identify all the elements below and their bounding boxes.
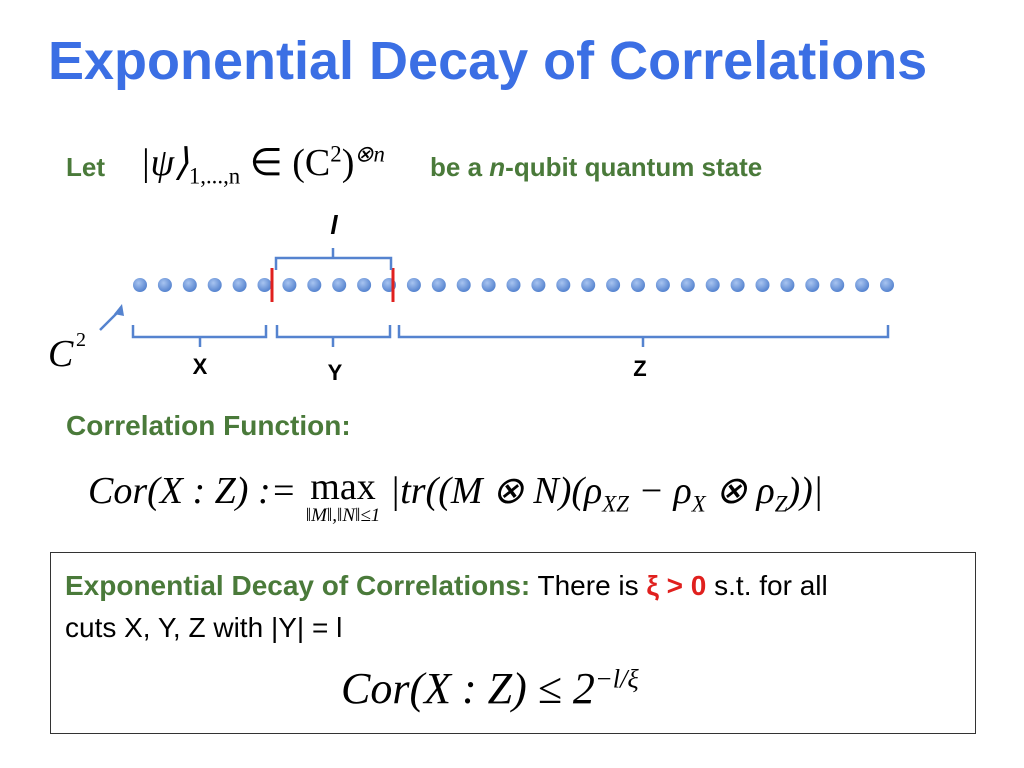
heading: Exponential Decay of Correlations: <box>65 570 531 601</box>
ket-sub: 1,...,n <box>188 163 241 189</box>
body: ⊗ ρ <box>705 470 775 512</box>
qubit <box>133 278 147 292</box>
body: ))| <box>787 470 824 512</box>
qubit <box>581 278 596 292</box>
formula: Cor(X : Z) ≤ 2 <box>341 664 595 713</box>
n: n <box>489 152 506 182</box>
y-label: Y <box>328 360 343 385</box>
qubit <box>232 278 247 292</box>
qubit <box>506 278 521 292</box>
qubit <box>730 278 745 292</box>
title: Exponential Decay of Correlations <box>48 31 928 91</box>
correlation-formula: Cor(X : Z) := max ‖M‖,‖N‖≤1 |tr((M ⊗ N)(… <box>88 468 823 525</box>
exponent: −l/ξ <box>594 663 639 694</box>
ket: |ψ⟩ <box>140 142 189 184</box>
qubit <box>481 278 496 292</box>
qubit <box>357 278 372 292</box>
state-formula: |ψ⟩1,...,n ∈ (C2)⊗n <box>140 140 385 190</box>
dots <box>133 278 894 292</box>
qubit <box>606 278 621 292</box>
qubit <box>182 278 197 292</box>
max-sub: ‖M‖,‖N‖≤1 <box>305 505 381 526</box>
theorem-formula: Cor(X : Z) ≤ 2−l/ξ <box>341 663 639 714</box>
in: ∈ (C <box>249 142 331 184</box>
l-label: l <box>330 210 338 240</box>
correlation-label: Correlation Function: <box>66 410 351 441</box>
bracket-top <box>274 248 393 270</box>
sub: X <box>691 491 706 517</box>
qubit <box>556 278 571 292</box>
qubit <box>830 278 845 292</box>
be: be a <box>430 152 483 182</box>
bracket-z <box>397 325 890 347</box>
arrow-head <box>114 304 124 316</box>
intro: Let <box>66 152 105 183</box>
qubit <box>855 278 870 292</box>
body: |tr((M ⊗ N)(ρ <box>389 470 603 512</box>
qubit <box>655 278 670 292</box>
lhs: Cor(X : Z) := <box>88 470 306 512</box>
qubit <box>257 278 272 292</box>
close: ) <box>341 142 355 184</box>
bracket-x <box>131 325 268 347</box>
qubit <box>880 278 894 292</box>
qubit <box>755 278 770 292</box>
theorem-text: Exponential Decay of Correlations: There… <box>65 565 955 649</box>
text: There is <box>530 570 647 601</box>
theorem-box: Exponential Decay of Correlations: There… <box>50 552 976 734</box>
text: s.t. for all <box>706 570 828 601</box>
body: − ρ <box>628 470 692 512</box>
text: cuts X, Y, Z with |Y| = l <box>65 612 343 643</box>
x-label: X <box>193 354 208 379</box>
qubit-chain: l X Y Z C 2 <box>48 210 894 385</box>
qubit <box>780 278 795 292</box>
qubit <box>631 278 645 292</box>
qubit <box>531 278 546 292</box>
c-sup: 2 <box>76 329 86 351</box>
tensor: ⊗n <box>354 141 385 167</box>
qubit <box>157 278 172 292</box>
sub: XZ <box>602 491 629 517</box>
intro-rest: be a n-qubit quantum state <box>430 152 762 183</box>
max: max <box>310 466 376 508</box>
qubit <box>307 278 322 292</box>
c-label: C <box>48 333 74 375</box>
xi: ξ > 0 <box>646 570 707 601</box>
sub: Z <box>774 491 788 517</box>
bracket-y <box>275 325 392 347</box>
qubit <box>431 278 446 292</box>
qubit <box>282 278 297 292</box>
qubit <box>456 278 471 292</box>
qubit <box>332 278 347 292</box>
let: Let <box>66 152 105 182</box>
qubit <box>680 278 695 292</box>
qubit <box>705 278 720 292</box>
qubit <box>805 278 820 292</box>
qubit <box>406 278 421 292</box>
qubit <box>207 278 222 292</box>
z-label: Z <box>633 356 646 381</box>
sq: 2 <box>330 141 342 167</box>
rest: -qubit quantum state <box>505 152 763 182</box>
